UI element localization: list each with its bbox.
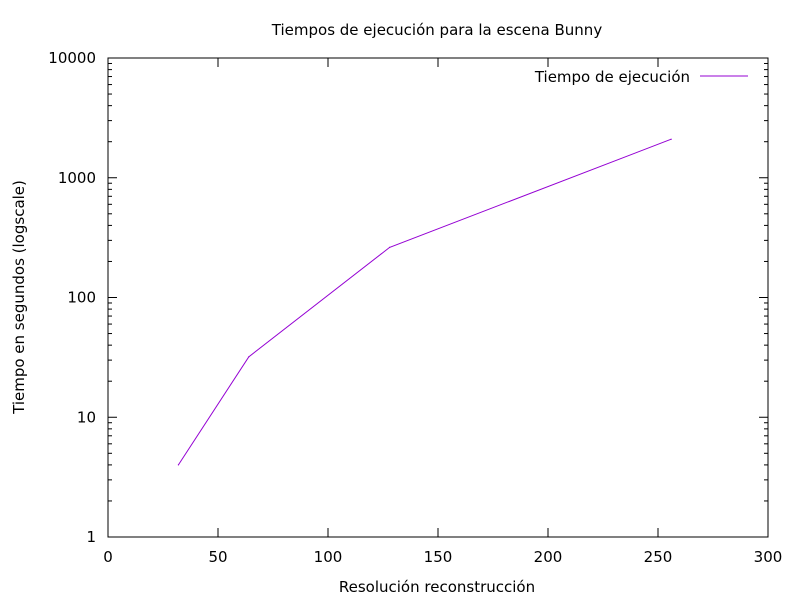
x-tick-label: 150 xyxy=(424,548,453,566)
series-line xyxy=(178,139,671,465)
x-tick-label: 100 xyxy=(314,548,343,566)
data-point xyxy=(389,247,390,248)
y-tick-label: 1 xyxy=(86,528,96,546)
data-point xyxy=(248,356,249,357)
y-tick-label: 10000 xyxy=(48,49,96,67)
y-tick-label: 100 xyxy=(67,289,96,307)
x-tick-label: 300 xyxy=(754,548,783,566)
plot-area-frame xyxy=(108,58,768,537)
legend-label: Tiempo de ejecución xyxy=(534,68,690,86)
y-axis-ticks: 1 10 100 1000 10000 xyxy=(48,49,768,546)
x-axis-ticks: 0 50 100 150 200 250 300 xyxy=(103,58,782,566)
x-axis-label: Resolución reconstrucción xyxy=(339,578,535,596)
y-tick-label: 10 xyxy=(77,408,96,426)
y-tick-label: 1000 xyxy=(58,169,96,187)
x-tick-label: 0 xyxy=(103,548,113,566)
series-layer xyxy=(178,139,672,466)
chart-title: Tiempos de ejecución para la escena Bunn… xyxy=(271,21,603,39)
data-point xyxy=(178,464,179,465)
x-tick-label: 50 xyxy=(208,548,227,566)
data-point xyxy=(671,139,672,140)
x-tick-label: 250 xyxy=(644,548,673,566)
y-axis-label: Tiempo en segundos (logscale) xyxy=(10,180,28,415)
x-tick-label: 200 xyxy=(534,548,563,566)
legend: Tiempo de ejecución xyxy=(534,68,748,86)
